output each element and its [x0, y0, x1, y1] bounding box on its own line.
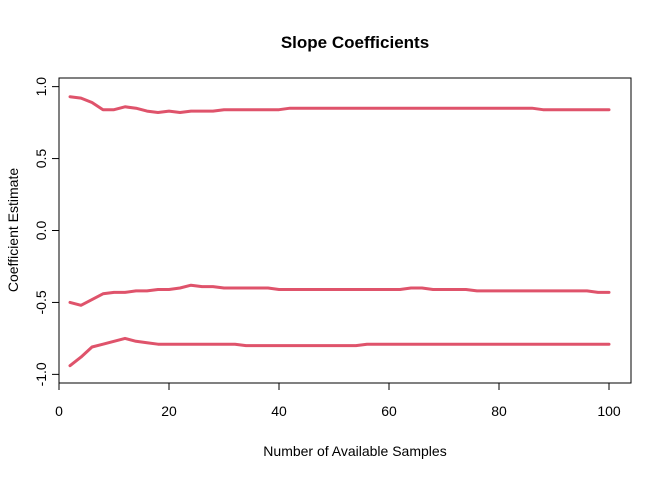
plot-frame	[58, 77, 632, 384]
series-line-3	[68, 336, 611, 368]
y-tick-label: -0.5	[33, 290, 49, 314]
x-tick-label: 0	[55, 403, 63, 419]
x-axis: 0 20 40 60 80 100	[55, 382, 621, 419]
x-tick-label: 100	[597, 403, 621, 419]
chart-title: Slope Coefficients	[281, 33, 429, 52]
x-tick-label: 80	[491, 403, 507, 419]
y-tick-label: 1.0	[33, 77, 49, 97]
x-tick-label: 20	[161, 403, 177, 419]
y-axis: -1.0 -0.5 0.0 0.5 1.0	[33, 77, 60, 386]
x-tick-label: 60	[381, 403, 397, 419]
series-line-1	[68, 95, 611, 114]
series-group	[68, 95, 611, 368]
series-line-2	[68, 283, 611, 307]
x-axis-label: Number of Available Samples	[263, 443, 446, 459]
y-axis-label: Coefficient Estimate	[5, 168, 21, 292]
y-tick-label: 0.0	[33, 221, 49, 241]
y-tick-label: -1.0	[33, 362, 49, 386]
y-tick-label: 0.5	[33, 149, 49, 169]
x-tick-label: 40	[271, 403, 287, 419]
